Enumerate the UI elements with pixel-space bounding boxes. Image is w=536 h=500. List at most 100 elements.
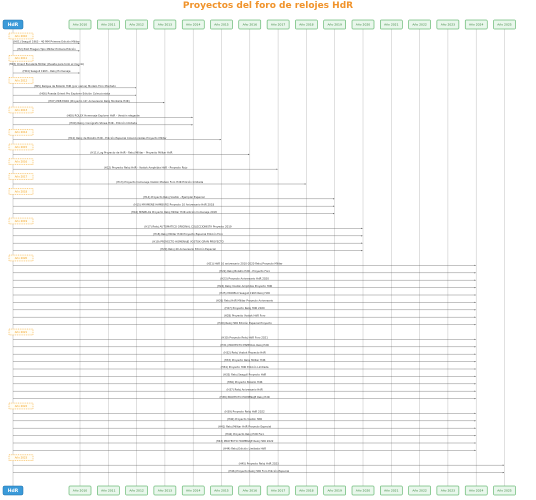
participant-box-año-2013-bottom <box>153 485 177 496</box>
year-note-label-4: Año 2014 <box>15 130 28 134</box>
message-label-10-7: (H28) Proyecto Vostok HdR Foro <box>224 313 266 317</box>
participant-label-año-2017-top: Año 2017 <box>271 23 285 27</box>
participant-label-año-2013-bottom: Año 2013 <box>158 489 172 493</box>
participant-box-año-2017-top <box>266 19 290 30</box>
message-label-12-3: (H42) Proyecto Reloj HdR Foro <box>225 432 265 436</box>
message-label-8-0: (H14) Proyecto Reloj Vostok - Ejemplar E… <box>143 195 205 199</box>
message-label-10-4: (H25) MODELO Seagull 1963 Reloj HdR <box>219 291 270 295</box>
message-label-10-3: (H24) Reloj Vostok Amphibia Proyecto HdR <box>217 284 272 288</box>
participant-label-año-2011-top: Año 2011 <box>101 23 115 27</box>
participant-label-año-2025-top: Año 2025 <box>497 23 511 27</box>
participant-label-año-2022-top: Año 2022 <box>412 23 426 27</box>
message-label-10-1: (H22) Reloj Bolsillo HdR - Proyecto Foro <box>219 269 270 273</box>
year-note-label-10: Año 2020 <box>15 256 28 260</box>
message-label-11-3: (H33) Proyecto Reloj Militar HdR <box>224 358 266 362</box>
message-label-2-0: (H05) Relojes de Bolsillo HdR (por vario… <box>34 84 117 88</box>
participant-label-año-2016-bottom: Año 2016 <box>243 489 257 493</box>
message-label-9-0: (H17) Reloj AUTOMATICO ORIGINAL COLECCIO… <box>144 225 231 229</box>
participant-box-año-2012-top <box>125 19 148 30</box>
message-label-10-6: (H27) Proyecto Reloj HdR 2020 <box>225 306 266 310</box>
participant-box-año-2025-top <box>493 19 516 30</box>
message-label-3-1: (H09) Reloj cronógrafo Stowa HdR - Edici… <box>69 121 137 125</box>
participant-label-año-2017-bottom: Año 2017 <box>271 489 285 493</box>
participant-box-año-2021-bottom <box>380 485 403 496</box>
participant-box-año-2020-top <box>351 19 375 30</box>
message-label-10-8: (H29) Reloj HdR Edición Especial Proyect… <box>217 321 272 325</box>
year-note-label-8: Año 2018 <box>15 189 28 193</box>
message-label-11-2: (H32) Reloj Vostok Proyecto HdR <box>224 350 266 354</box>
message-label-11-7: (H37) Reloj Aniversario HdR <box>227 387 263 391</box>
participant-label-año-2023-top: Año 2023 <box>441 23 455 27</box>
message-label-1-1: (H04) Seagull 1963 - Reloj Homenaje <box>22 69 70 73</box>
message-label-12-2: (H41) Reloj Militar HdR Proyecto Especia… <box>218 424 271 428</box>
message-label-9-3: (H20) Reloj 40 Aniversario Edición Espec… <box>160 247 216 251</box>
message-label-11-6: (H36) Proyecto Bolsillo HdR <box>227 380 263 384</box>
year-note-box-9 <box>8 217 34 225</box>
year-note-label-12: Año 2022 <box>15 404 28 408</box>
message-label-0-0: (H01) Seagull 1963 - 40 MM Primera Edici… <box>13 40 80 44</box>
year-note-label-3: Año 2013 <box>15 108 28 112</box>
message-label-12-5: (H44) Reloj Edición Limitada HdR <box>223 447 266 451</box>
participant-label-año-2020-bottom: Año 2020 <box>356 489 370 493</box>
message-label-10-5: (H26) Reloj HdR Militar Proyecto Anivers… <box>216 299 274 303</box>
participant-label-año-2024-bottom: Año 2024 <box>469 489 483 493</box>
participant-box-año-2011-top <box>97 19 120 30</box>
actor-top-box <box>2 19 24 30</box>
message-label-1-0: (H03) Orient Escalada Militar (Puesta pa… <box>9 62 84 66</box>
participant-box-año-2020-bottom <box>351 485 375 496</box>
message-label-7-0: (H13) Proyecto homenaje Vostok Modelo Fo… <box>116 180 203 184</box>
year-note-label-6: Año 2016 <box>15 160 28 164</box>
year-note-label-0: Año 2010 <box>15 34 28 38</box>
participant-label-año-2014-bottom: Año 2014 <box>186 489 200 493</box>
year-note-label-11: Año 2021 <box>15 330 28 334</box>
message-label-12-1: (H40) Proyecto Vostok HdR <box>227 417 262 421</box>
participant-label-año-2019-top: Año 2019 <box>328 23 342 27</box>
participant-box-año-2021-top <box>380 19 403 30</box>
participant-box-año-2014-bottom <box>181 485 205 496</box>
participant-box-año-2013-top <box>153 19 177 30</box>
participant-label-año-2019-bottom: Año 2019 <box>328 489 342 493</box>
year-note-box-0 <box>8 32 34 40</box>
year-note-label-9: Año 2019 <box>15 219 28 223</box>
participant-label-año-2014-top: Año 2014 <box>186 23 200 27</box>
participant-label-año-2024-top: Año 2024 <box>469 23 483 27</box>
participant-label-año-2018-top: Año 2018 <box>299 23 313 27</box>
year-note-label-1: Año 2011 <box>15 56 28 60</box>
participant-box-año-2010-bottom <box>68 485 92 496</box>
message-label-8-2: (H16) MINIPLAS Proyecto Reloj Militar Hd… <box>131 210 217 214</box>
participant-label-año-2015-top: Año 2015 <box>214 23 228 27</box>
year-note-box-2 <box>8 77 34 84</box>
message-label-11-5: (H35) Reloj Seagull Proyecto HdR <box>223 373 266 377</box>
participant-box-año-2011-bottom <box>97 485 120 496</box>
participant-box-año-2022-bottom <box>408 485 431 496</box>
participant-box-año-2015-bottom <box>210 485 233 496</box>
participant-box-año-2018-bottom <box>295 485 318 496</box>
participant-box-año-2016-top <box>238 19 262 30</box>
message-label-8-1: (H15) MAYMENE HAMBURG Proyecto 10 Aniver… <box>134 202 215 206</box>
participant-label-año-2012-top: Año 2012 <box>129 23 143 27</box>
participant-box-año-2017-bottom <box>266 485 290 496</box>
message-label-12-0: (H39) Proyecto Reloj HdR 2022 <box>225 410 266 414</box>
message-label-9-1: (H18) Reloj Militar HdR Proyecto Especia… <box>153 232 223 236</box>
message-label-13-1: (H46) Proyecto Reloj HdR Foro Edición Es… <box>228 469 289 473</box>
message-label-11-4: (H34) Proyecto HdR Edición Limitada <box>221 365 269 369</box>
participant-label-año-2013-top: Año 2013 <box>158 23 172 27</box>
message-label-12-4: (H43) PROYECTO HOMENAJE Reloj HdR 2022 <box>216 439 274 443</box>
year-note-box-12 <box>8 402 34 410</box>
participant-box-año-2010-top <box>68 19 92 30</box>
year-note-box-11 <box>8 328 34 336</box>
message-label-6-0: (H12) Proyecto Reloj HdR - Vostok Amphib… <box>104 165 188 169</box>
actor-bottom-box <box>2 485 24 496</box>
message-label-10-2: (H23) Proyecto Aniversario HdR 2020 <box>220 276 269 280</box>
participant-box-año-2018-top <box>295 19 318 30</box>
year-note-box-6 <box>8 158 34 166</box>
participant-label-año-2010-top: Año 2010 <box>73 23 87 27</box>
year-note-box-8 <box>8 188 34 195</box>
participant-label-año-2011-bottom: Año 2011 <box>101 489 115 493</box>
participant-box-año-2024-bottom <box>464 485 488 496</box>
year-note-box-4 <box>8 128 34 136</box>
participant-box-año-2022-top <box>408 19 431 30</box>
message-label-11-1: (H31) PROYECTO ESPECIAL Reloj HdR <box>220 343 269 347</box>
year-note-box-5 <box>8 143 34 151</box>
actor-top-label: HdR <box>8 22 19 28</box>
